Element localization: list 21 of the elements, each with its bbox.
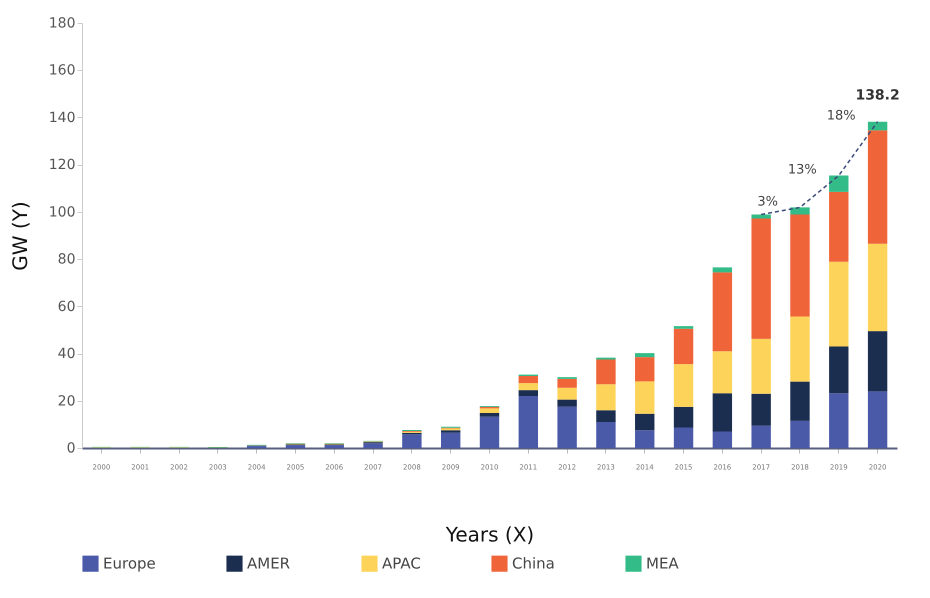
legend-label: AMER: [247, 554, 290, 573]
y-tick-label: 0: [66, 440, 76, 456]
x-axis-title: Years (X): [444, 522, 534, 546]
annotation: 13%: [788, 162, 817, 178]
y-tick-label: 100: [48, 204, 76, 220]
y-tick-label: 120: [48, 157, 76, 174]
annotation: 18%: [826, 108, 856, 124]
annotation: 138.2: [855, 88, 900, 104]
legend-label: Europe: [103, 554, 156, 573]
annotation: 3%: [757, 194, 778, 210]
y-axis-title: GW (Y): [8, 201, 32, 271]
y-tick-label: 180: [48, 16, 76, 32]
y-tick-label: 40: [58, 346, 76, 362]
y-tick-label: 80: [58, 252, 76, 268]
y-tick-label: 60: [58, 298, 76, 315]
legend-label: APAC: [382, 554, 421, 573]
legend-label: China: [512, 554, 555, 573]
y-tick-label: 140: [48, 110, 76, 126]
y-tick-label: 160: [48, 62, 76, 79]
legend-label: MEA: [646, 554, 680, 573]
y-tick-label: 20: [58, 393, 76, 410]
